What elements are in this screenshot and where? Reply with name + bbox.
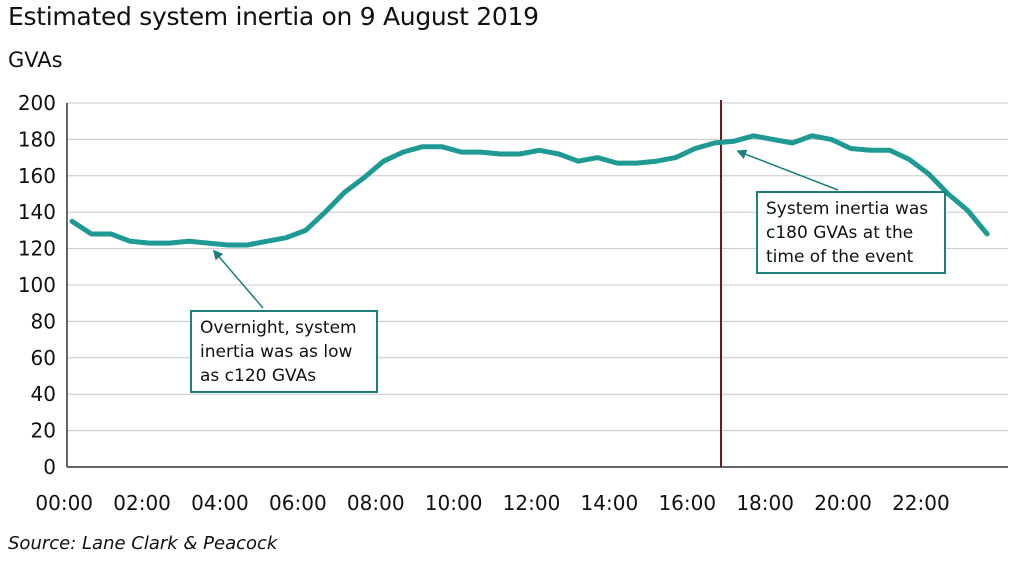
x-tick-label-1000: 10:00 <box>425 491 483 515</box>
x-tick-labels: 00:00 02:00 04:00 06:00 08:00 10:00 12:00 14:00… <box>35 491 949 515</box>
x-tick-label-2000: 20:00 <box>814 491 872 515</box>
y-tick-label-140: 140 <box>18 200 56 224</box>
x-tick-label-1400: 14:00 <box>581 491 639 515</box>
annotation-arrows <box>212 149 839 309</box>
x-tick-label-0000: 00:00 <box>35 491 93 515</box>
source-note: Source: Lane Clark & Peacock <box>8 533 278 554</box>
y-tick-label-100: 100 <box>18 273 56 297</box>
annotation-event-value: System inertia was c180 GVAs at the time… <box>756 191 946 274</box>
x-tick-label-0600: 06:00 <box>269 491 327 515</box>
annotation-arrow-overnight <box>212 249 264 309</box>
y-axis-unit-label: GVAs <box>8 48 63 72</box>
y-tick-label-0: 0 <box>43 455 56 479</box>
x-tick-label-0200: 02:00 <box>113 491 171 515</box>
x-tick-label-0800: 08:00 <box>347 491 405 515</box>
y-tick-label-180: 180 <box>18 127 56 151</box>
y-tick-label-80: 80 <box>31 309 56 333</box>
y-tick-label-20: 20 <box>31 419 56 443</box>
y-tick-label-40: 40 <box>31 382 56 406</box>
x-tick-label-1600: 16:00 <box>658 491 716 515</box>
series-line-system-inertia <box>69 133 990 248</box>
chart-title: Estimated system inertia on 9 August 201… <box>8 2 539 31</box>
x-tick-label-1200: 12:00 <box>503 491 561 515</box>
x-tick-label-1800: 18:00 <box>736 491 794 515</box>
y-tick-label-120: 120 <box>18 237 56 261</box>
y-tick-label-200: 200 <box>18 91 56 115</box>
annotation-overnight-low: Overnight, system inertia was as low as … <box>190 310 378 393</box>
y-tick-labels: 0 20 40 60 80 100 120 140 160 180 200 <box>18 91 56 479</box>
x-tick-label-2200: 22:00 <box>892 491 950 515</box>
y-tick-label-60: 60 <box>31 346 56 370</box>
x-tick-label-0400: 04:00 <box>191 491 249 515</box>
annotation-arrow-event <box>736 149 839 191</box>
y-tick-label-160: 160 <box>18 164 56 188</box>
